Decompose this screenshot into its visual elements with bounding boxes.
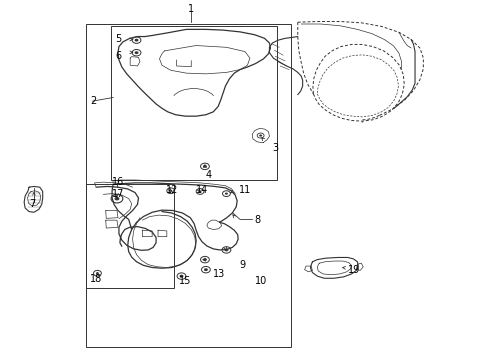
Bar: [86, 184, 174, 288]
Text: 4: 4: [206, 170, 212, 180]
Text: 19: 19: [347, 265, 360, 275]
Circle shape: [259, 134, 262, 136]
Text: 16: 16: [112, 177, 124, 187]
Text: 13: 13: [213, 269, 225, 279]
Circle shape: [179, 275, 183, 278]
Circle shape: [96, 272, 99, 274]
Bar: [111, 26, 277, 180]
Text: 15: 15: [179, 276, 192, 286]
Circle shape: [198, 190, 201, 193]
Circle shape: [225, 193, 228, 195]
Text: 17: 17: [112, 189, 124, 199]
Text: 5: 5: [116, 34, 122, 44]
Text: 3: 3: [272, 143, 278, 153]
Text: 9: 9: [239, 260, 245, 270]
Circle shape: [203, 165, 207, 168]
Text: 7: 7: [29, 199, 36, 210]
Text: 2: 2: [90, 96, 97, 106]
Text: 18: 18: [90, 274, 102, 284]
Text: 10: 10: [255, 276, 267, 286]
Circle shape: [169, 190, 172, 192]
Circle shape: [135, 39, 139, 41]
Text: 11: 11: [239, 185, 251, 195]
Circle shape: [224, 248, 228, 251]
Text: 6: 6: [116, 51, 122, 61]
Circle shape: [115, 197, 120, 201]
Text: 1: 1: [188, 4, 195, 14]
Bar: [86, 24, 292, 347]
Circle shape: [135, 51, 139, 54]
Circle shape: [203, 258, 207, 261]
Text: 14: 14: [196, 185, 208, 195]
Circle shape: [204, 268, 208, 271]
Text: 8: 8: [255, 215, 261, 225]
Text: 12: 12: [166, 185, 178, 195]
